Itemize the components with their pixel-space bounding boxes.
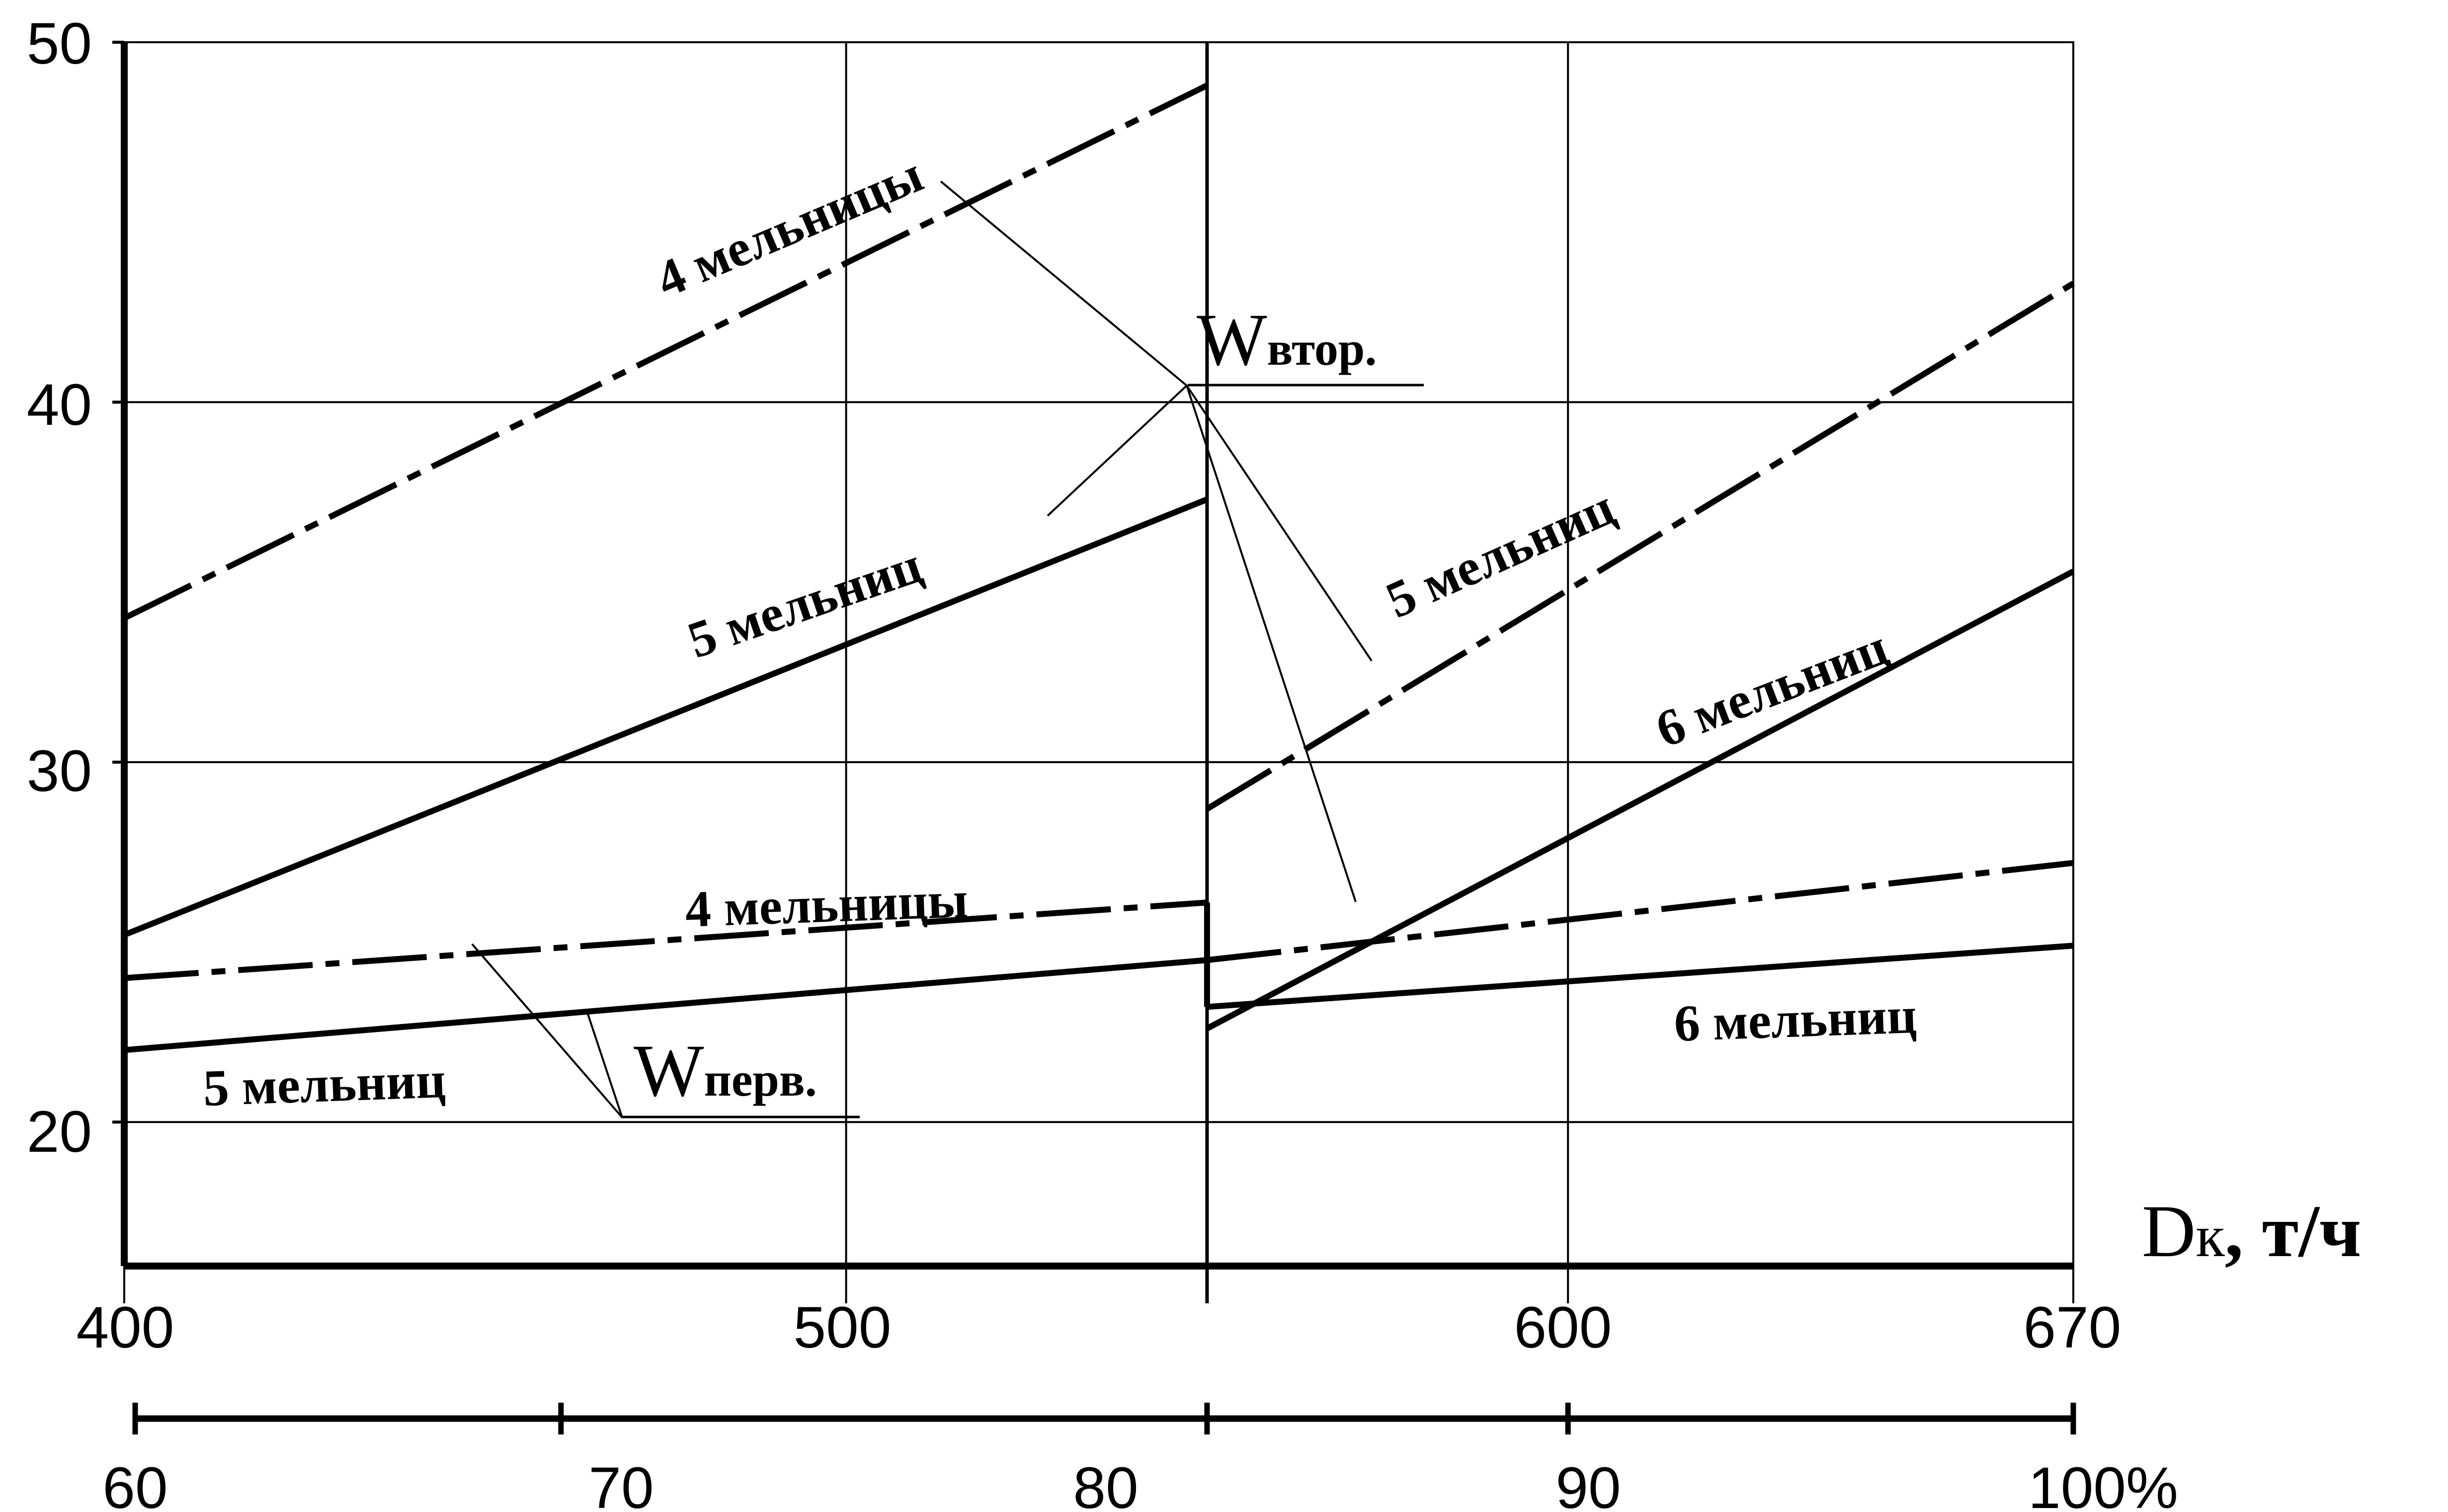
data-curves xyxy=(123,82,2075,1053)
curve-w1-4 xyxy=(124,899,1208,981)
x-tick-label: 600 xyxy=(1514,1295,1612,1360)
w-perv-main: W xyxy=(634,1030,704,1112)
x-axis-title-sub: к xyxy=(2196,1203,2225,1269)
y-tick-label: 30 xyxy=(27,738,92,804)
curve-w2-5a xyxy=(123,496,1209,938)
percent-tick-label: 80 xyxy=(1073,1455,1138,1512)
leader-line-w-perv xyxy=(471,943,623,1118)
curve-label-w2-5a: 5 мельниц xyxy=(681,536,929,669)
percent-tick-label: 60 xyxy=(102,1455,167,1512)
axes xyxy=(112,41,2076,1434)
leader-lines xyxy=(471,180,1373,1118)
curve-label-w1-4: 4 мельницы xyxy=(684,871,969,938)
w-vtor-annotation: Wвтор. xyxy=(1197,299,1377,381)
curve-w1-5a xyxy=(124,957,1208,1053)
y-tick-label: 50 xyxy=(27,11,92,77)
w-vtor-main: W xyxy=(1197,299,1267,381)
leader-line-w-vtor xyxy=(1186,385,1357,902)
curve-label-w1-5: 5 мельниц xyxy=(202,1051,447,1117)
curve-w2-5b xyxy=(1205,281,2075,812)
x-axis-title-tail: , т/ч xyxy=(2225,1190,2362,1273)
curve-label-w2-4: 4 мельницы xyxy=(648,146,931,309)
x-tick-label: 400 xyxy=(77,1295,174,1360)
percent-tick-label: 70 xyxy=(588,1455,653,1512)
x-axis-title: Dк, т/ч xyxy=(2142,1190,2362,1273)
w-perv-sub: перв. xyxy=(704,1053,817,1106)
w-perv-annotation: Wперв. xyxy=(634,1030,817,1112)
curve-label-w2-5b: 5 мельниц xyxy=(1378,478,1623,629)
y-tick-label: 20 xyxy=(27,1099,92,1165)
percent-tick-label: 90 xyxy=(1555,1455,1621,1512)
x-tick-label: 500 xyxy=(794,1295,892,1360)
leader-line-w-perv xyxy=(585,1009,623,1118)
curve-label-w2-6: 6 мельниц xyxy=(1648,618,1895,758)
leader-line-w-vtor xyxy=(1047,385,1188,517)
x-axis-title-main: D xyxy=(2142,1190,2196,1273)
leader-line-w-vtor xyxy=(1186,385,1373,662)
curve-w2-4 xyxy=(123,82,1209,621)
curve-w1-6 xyxy=(1207,943,2074,1010)
curve-w1-5b xyxy=(1207,860,2074,963)
x-tick-label: 670 xyxy=(2024,1295,2122,1360)
curve-label-w1-6: 6 мельниц xyxy=(1673,987,1918,1052)
curve-w2-6 xyxy=(1206,568,2075,1032)
w-vtor-sub: втор. xyxy=(1267,322,1377,375)
percent-tick-label: 100% xyxy=(2028,1455,2178,1512)
leader-line-w-vtor xyxy=(940,180,1188,387)
y-tick-label: 40 xyxy=(27,372,92,438)
